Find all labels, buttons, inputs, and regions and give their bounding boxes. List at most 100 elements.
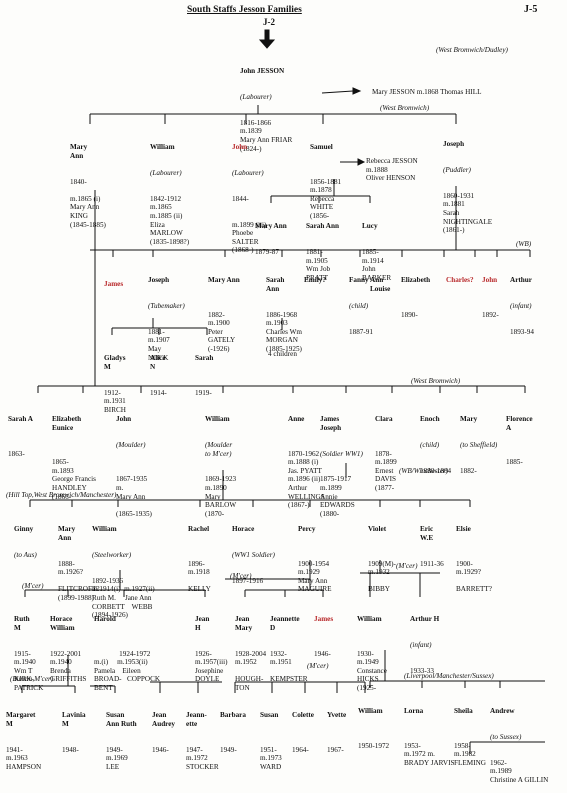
person-name: Sarah — [195, 354, 214, 363]
person-card: Charles? — [446, 259, 474, 293]
person-card: James Joseph (Soldier WW1) 1875-1917 m.1… — [320, 398, 363, 527]
person-card: Mary Ann 1840- m.1865 (i) Mary Ann KING … — [70, 126, 106, 238]
person-details: 1882- m.1900 Peter GATELY (-1926) — [208, 310, 236, 353]
person-card: Rachel 1896- m.1918 KELLY — [188, 508, 211, 603]
region-label: (Liverpool/Manchester/Sussex) — [404, 672, 494, 680]
person-name: Violet — [368, 525, 387, 534]
person-details: 1962- m.1989 Christine A GILLIN — [490, 758, 549, 784]
person-name: Susan Ann Ruth — [106, 711, 137, 728]
person-name: Horace — [232, 525, 255, 534]
person-card: Anne 1870-1962 m.1888 (i) Jas. PYATT m.1… — [288, 398, 325, 518]
person-details: 1892-1936 m.1914(i) m.1927(ii) Ruth M. J… — [92, 576, 155, 620]
aside-mary-hill: Mary JESSON m.1868 Thomas HILL — [372, 88, 482, 96]
person-name: John — [232, 143, 248, 152]
person-card: Emily? — [304, 259, 326, 293]
person-details: 1842-1912 m.1865 m.1885 (ii) Eliza MARLO… — [150, 194, 190, 246]
person-note: (to Sussex) — [490, 732, 522, 741]
person-details: 1933-33 — [410, 666, 434, 675]
person-details: 1900-1954 m.1929 Mary Ann MAGUIRE — [298, 559, 332, 594]
person-name: Florence A — [506, 415, 533, 432]
person-card: Ginny (to Aus) — [14, 508, 37, 568]
person-name: Arthur H — [410, 615, 440, 624]
person-card: Fanny (child) 1887-91 — [349, 259, 373, 345]
person-card: Ann Louise — [370, 259, 390, 302]
person-name: Mary Ann — [255, 222, 287, 231]
person-name: Emily? — [304, 276, 326, 285]
person-name: Horace William — [50, 615, 75, 632]
person-card: Mary Ann 1882- m.1900 Peter GATELY (-192… — [208, 259, 240, 362]
person-details: 1950-1972 — [358, 741, 390, 750]
person-card: 4 children — [268, 333, 297, 367]
person-name: Alice N — [150, 354, 166, 371]
person-name: Elizabeth — [401, 276, 431, 285]
person-card: Margaret M 1941- m.1963 HAMPSON — [6, 694, 41, 780]
person-card: Susan Ann Ruth 1949- m.1969 LEE — [106, 694, 137, 780]
person-details: 1875-1917 m.1899 Annie EDWARDS (1880- — [320, 475, 355, 518]
person-card: Harold 1924-1972 m.(i) m.1953(ii) Pamela… — [94, 598, 160, 701]
person-details: 1924-1972 m.(i) m.1953(ii) Pamela Eileen… — [94, 649, 161, 692]
person-name: Sarah A — [8, 415, 33, 424]
person-details: 1890- — [401, 310, 418, 319]
person-details: 1964- — [292, 745, 309, 754]
person-name: Mary — [460, 415, 478, 424]
person-details: 1870-1962 m.1888 (i) Jas. PYATT m.1896 (… — [288, 449, 325, 510]
person-name: Barbara — [220, 711, 246, 720]
person-note: (Tubemaker) — [148, 301, 185, 310]
person-card: John (Labourer) 1844- m.1899 (iii) Phoeb… — [232, 126, 266, 264]
person-name: Joseph — [443, 140, 465, 149]
person-card: John (Moulder) 1867-1935 m. Mary Ann (18… — [116, 398, 152, 527]
person-root: John JESSON (Labourer) 1816-1866 m.1839 … — [240, 50, 292, 162]
person-card: Sarah Ann 1886-1968 m.1903 Charles Wm MO… — [266, 259, 302, 362]
person-name: William — [358, 707, 383, 716]
person-name: Lavinia M — [62, 711, 86, 728]
person-name: William — [150, 143, 175, 152]
person-details: 1946- — [314, 649, 331, 658]
person-card: Lorna 1953- m.1972 m. BRADY JARVIS — [404, 690, 454, 776]
person-details: 1896- m.1918 KELLY — [188, 559, 211, 594]
region-label: (M'cer) — [230, 572, 252, 580]
person-name: Ruth M — [14, 615, 30, 632]
reference-code: J-2 — [263, 17, 275, 27]
person-note: (to Sheffield) — [460, 440, 498, 449]
person-card: James — [104, 263, 123, 297]
person-card: Arthur H (infant) 1933-33 — [410, 598, 439, 684]
person-details: 1915- m.1940 Wm T KIRK- PATRICK — [14, 649, 44, 692]
person-note: (Soldier WW1) — [320, 449, 363, 458]
person-name: Sarah Ann — [306, 222, 339, 231]
person-name: Mary Ann — [58, 525, 76, 542]
person-details: 1947- m.1972 STOCKER — [186, 745, 219, 771]
person-details: 1886-1968 m.1903 Charles Wm MORGAN (1885… — [266, 310, 302, 353]
person-name: Mary Ann — [208, 276, 240, 285]
person-details: 1900- m.1929? BARRETT? — [456, 559, 492, 594]
person-name: 4 children — [268, 350, 297, 359]
person-details: 1893-94 — [510, 327, 534, 336]
person-card: Lavinia M 1948- — [62, 694, 86, 763]
region-label: (M'cer) — [22, 582, 44, 590]
person-name: Ann Louise — [370, 276, 391, 293]
person-card: Sarah 1919- — [195, 337, 213, 406]
person-name: Arthur — [510, 276, 532, 285]
person-card: Alice N 1914- — [150, 337, 167, 406]
person-details: 1878- m.1899 Ernest DAVIS (1877- — [375, 449, 397, 492]
person-card: Joseph (Puddler) 1860-1931 m.1881 Sarah … — [443, 123, 492, 243]
person-card: Eric W.E 1911-36 — [420, 508, 444, 577]
person-name: Elsie — [456, 525, 471, 534]
region-label: (M'cer) — [307, 662, 329, 670]
person-note: (to Aus) — [14, 550, 37, 559]
person-details: 1948- — [62, 745, 79, 754]
region-label: (WB/Winchester) — [399, 467, 449, 475]
person-name: Sarah Ann — [266, 276, 285, 293]
person-card: William (Labourer) 1842-1912 m.1865 m.18… — [150, 126, 189, 255]
person-note: (WW1 Soldier) — [232, 550, 275, 559]
person-card: Sarah A 1863- — [8, 398, 33, 467]
person-details: 1865- m.1893 George Francis HANDLEY (186… — [52, 458, 96, 501]
person-card: Violet 1909(M)- m.1932 BIBBY — [368, 508, 396, 603]
person-details: 1885- — [506, 458, 523, 467]
person-name: Rachel — [188, 525, 210, 534]
person-name: James — [314, 615, 334, 624]
person-details: 1967- — [327, 745, 344, 754]
person-card: Elizabeth Eunice 1865- m.1893 George Fra… — [52, 398, 96, 510]
page-title: South Staffs Jesson Families — [187, 5, 302, 15]
person-note: (infant) — [410, 640, 432, 649]
person-name: Enoch — [420, 415, 440, 424]
